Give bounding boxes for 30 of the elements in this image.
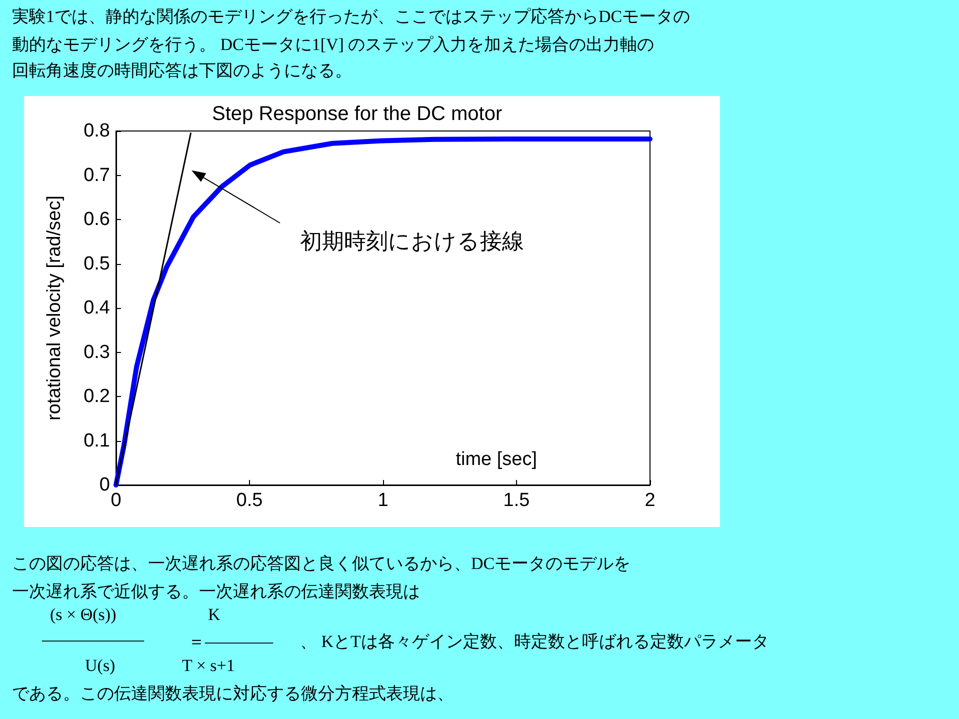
y-tick-label: 0 xyxy=(99,474,110,496)
text: U(s) xyxy=(85,656,116,676)
text: 動的なモデリングを行う。 DCモータに1[V] のステップ入力を加えた場合の出力軸の xyxy=(12,34,654,56)
text: K xyxy=(208,605,220,625)
text: である。この伝達関数表現に対応する微分方程式表現は、 xyxy=(12,683,454,705)
x-tick-label: 2 xyxy=(644,490,656,511)
text: (s × Θ(s)) xyxy=(50,605,116,625)
chart-title: Step Response for the DC motor xyxy=(212,103,502,125)
text: T × s+1 xyxy=(182,656,235,676)
text: 実験1では、静的な関係のモデリングを行ったが、ここではステップ応答からDCモータの xyxy=(12,6,690,28)
x-tick-label: 1.5 xyxy=(503,490,530,511)
text: 、 KとTは各々ゲイン定数、時定数と呼ばれる定数パラメータ xyxy=(300,631,769,653)
y-tick-label: 0.8 xyxy=(84,120,110,142)
y-tick-label: 0.1 xyxy=(84,430,110,452)
y-tick-label: 0.4 xyxy=(84,298,110,318)
y-axis-title: rotational velocity [rad/sec] xyxy=(44,196,65,420)
text: 一次遅れ系で近似する。一次遅れ系の伝達関数表現は xyxy=(12,581,420,603)
y-tick-label: 0.6 xyxy=(84,209,110,230)
text: この図の応答は、一次遅れ系の応答図と良く似ているから、DCモータのモデルを xyxy=(12,553,631,575)
y-tick-label: 0.2 xyxy=(84,386,110,407)
annotation: 初期時刻における接線 xyxy=(300,230,524,254)
y-tick-label: 0.3 xyxy=(84,342,110,363)
y-tick-label: 0.5 xyxy=(84,253,110,274)
text: ＝———— xyxy=(188,631,273,653)
x-axis-title: time [sec] xyxy=(456,449,538,470)
text: 回転角速度の時間応答は下図のようになる。 xyxy=(12,60,352,82)
x-tick-label: 1 xyxy=(378,490,388,511)
y-tick-label: 0.7 xyxy=(84,164,110,186)
text: —————— xyxy=(42,630,144,650)
x-tick-label: 0.5 xyxy=(236,490,263,511)
